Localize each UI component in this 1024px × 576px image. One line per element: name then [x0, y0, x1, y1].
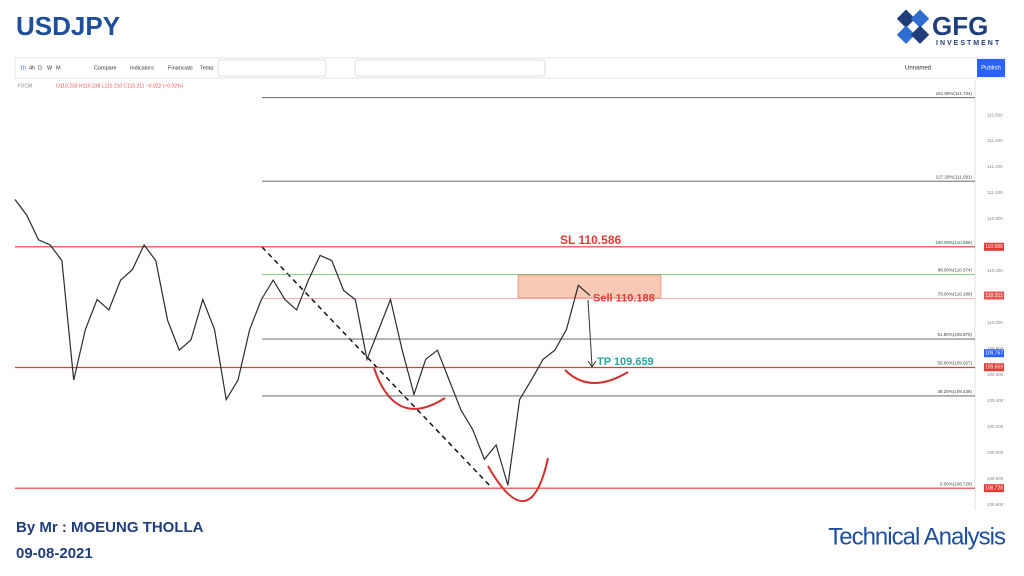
y-tick-label: 109.200 — [987, 424, 1004, 429]
price-label: 110.211 — [985, 293, 1003, 299]
y-tick-label: 109.400 — [987, 398, 1004, 403]
date: 09-08-2021 — [16, 545, 93, 562]
publish-label[interactable]: Publish — [981, 66, 1001, 72]
price-label-box — [984, 363, 1004, 372]
fib-label: 100.00%(110.586) — [935, 240, 972, 245]
y-tick-label: 110.000 — [987, 320, 1003, 325]
author: By Mr : MOEUNG THOLLA — [16, 519, 204, 536]
y-tick-label: 109.600 — [987, 372, 1004, 377]
logo-icon — [896, 9, 930, 44]
fib-label: 61.80%(109.876) — [937, 332, 972, 337]
price-label-box — [984, 484, 1004, 493]
toolbar-button[interactable]: Temp — [200, 65, 213, 71]
y-tick-label: 109.800 — [987, 346, 1004, 351]
interval[interactable]: W — [47, 65, 53, 71]
toolbar-button[interactable]: Financials — [168, 65, 193, 71]
y-tick-label: 111.000 — [987, 190, 1003, 195]
y-tick-label: 110.400 — [987, 268, 1003, 273]
drawing-tools — [354, 59, 546, 77]
toolbar-button[interactable]: Compare — [94, 65, 117, 71]
y-tick-label: 109.000 — [987, 450, 1004, 455]
price-label-box — [984, 242, 1004, 251]
annotation: Sell 110.188 — [593, 292, 655, 304]
price-label: 110.586 — [985, 244, 1003, 250]
interval[interactable]: 4h — [29, 65, 35, 71]
logo-text: GFG — [932, 11, 988, 41]
sell-zone — [517, 274, 662, 299]
price-label: 108.728 — [985, 486, 1003, 492]
fib-label: 88.00%(110.374) — [938, 268, 973, 273]
fib-label: 161.80%(111.734) — [936, 91, 973, 96]
caption: Technical Analysis — [828, 523, 1006, 550]
price-label-box — [984, 291, 1004, 300]
toolbar-button[interactable]: Indicators — [130, 65, 154, 71]
y-tick-label: 108.600 — [987, 502, 1004, 507]
y-tick-label: 108.800 — [987, 476, 1004, 481]
annotation: TP 109.659 — [597, 356, 654, 368]
pattern-arcs — [373, 367, 629, 502]
price-line — [14, 199, 591, 486]
y-tick-label: 111.600 — [987, 112, 1003, 117]
price-label: 109.767 — [985, 351, 1003, 357]
y-tick-label: 110.800 — [987, 216, 1003, 221]
interval[interactable]: 1h — [20, 65, 26, 71]
tool-group — [217, 59, 327, 77]
legend-ohlc: O110.233 H110.238 L110.210 C110.211 −0.0… — [56, 83, 183, 89]
y-tick-label: 111.200 — [987, 164, 1003, 169]
fib-label: 50.00%(109.657) — [937, 361, 972, 366]
fib-label: 0.00%(108.728) — [940, 481, 973, 486]
fib-label: 78.60%(110.188) — [938, 292, 973, 297]
logo-subtitle: INVESTMENT — [936, 40, 1001, 47]
price-label: 109.659 — [985, 365, 1003, 371]
interval[interactable]: D — [38, 65, 42, 71]
layout-name[interactable]: Unnamed — [905, 66, 931, 72]
annotation: SL 110.586 — [560, 233, 621, 247]
price-label-box — [984, 349, 1004, 358]
publish-button[interactable] — [977, 59, 1005, 77]
title: USDJPY — [16, 11, 120, 41]
fib-label: 38.20%(109.438) — [937, 389, 972, 394]
fib-label: 127.20%(111.091) — [936, 174, 973, 179]
legend-source: FXCM — [18, 83, 32, 89]
interval[interactable]: M — [56, 65, 61, 71]
target-arrow — [587, 299, 597, 368]
y-tick-label: 111.400 — [987, 138, 1003, 143]
